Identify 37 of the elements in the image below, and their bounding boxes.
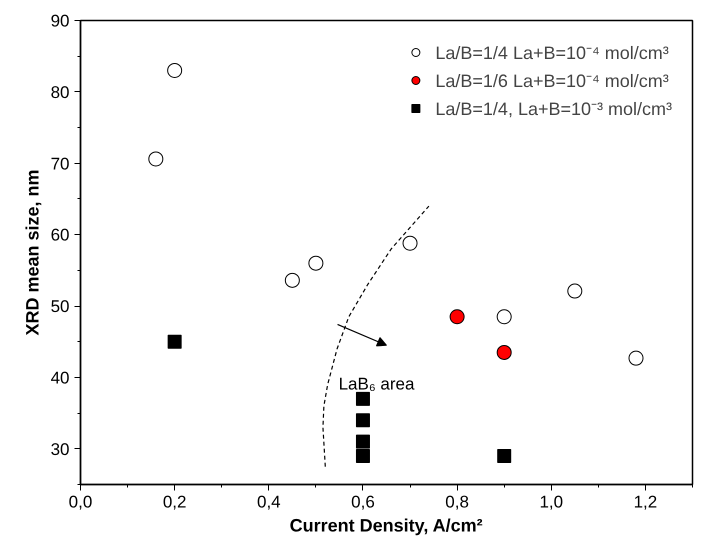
point [308,256,324,271]
x-tick-label: 0,6 [351,492,375,512]
y-tick-label: 30 [50,440,70,459]
x-tick-label: 0,2 [162,492,186,512]
x-tick-label: 0,0 [68,492,92,512]
point [497,448,512,463]
y-tick-label: 50 [50,297,70,316]
point [628,350,644,366]
y-tick-label: 90 [50,12,70,30]
point [450,309,465,324]
point [356,434,370,449]
legend-label: La/B=1/4, La+B=10⁻³ mol/cm³ [435,98,672,120]
line-series [322,206,430,468]
x-tick-label: 1,0 [539,492,564,512]
legend-label: La/B=1/4 La+B=10⁻⁴ mol/cm³ [435,42,669,64]
x-tick-label: 0,8 [445,492,469,512]
point [356,413,370,428]
y-axis-title: XRD mean size, nm [22,169,43,336]
y-tick-label: 60 [50,226,70,245]
point [402,236,418,251]
x-tick-label: 0,4 [256,492,281,512]
point [567,284,582,299]
x-tick-label: 1,2 [634,492,658,512]
legend-label: La/B=1/6 La+B=10⁻⁴ mol/cm³ [435,70,669,92]
x-axis-title: Current Density, A/cm² [290,516,483,536]
point [496,344,512,360]
y-tick-label: 80 [50,82,70,102]
point [496,309,512,324]
point [284,272,300,288]
y-tick-label: 40 [50,368,70,388]
point [167,62,182,78]
y-tick-label: 70 [50,154,70,174]
point [148,152,164,166]
point [168,334,182,349]
annotation: LaB₆ area [338,374,415,394]
point [356,448,370,463]
point [356,392,370,406]
